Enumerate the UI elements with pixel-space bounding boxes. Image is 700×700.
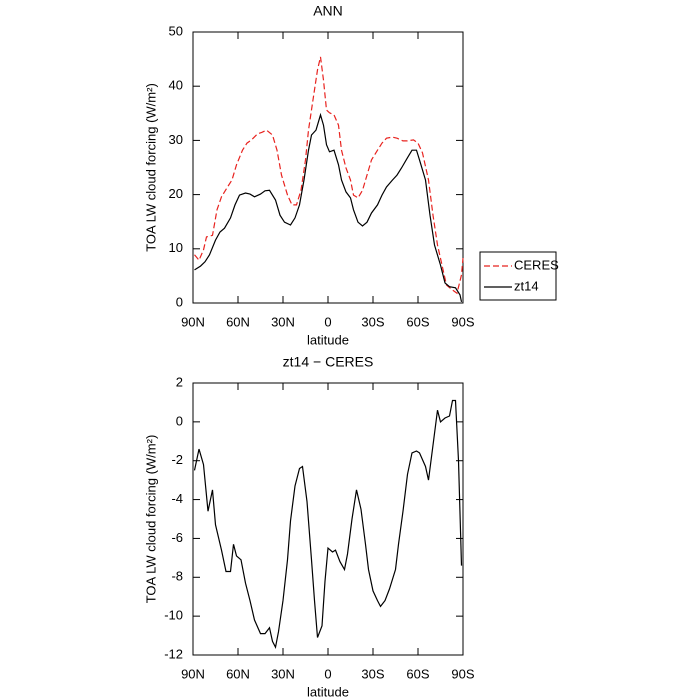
y-tick-label: 20: [169, 186, 183, 201]
y-tick-label: -2: [171, 452, 183, 467]
y-axis-label: TOA LW cloud forcing (W/m²): [143, 83, 158, 252]
y-tick-label: 0: [176, 294, 183, 309]
x-tick-label: 60S: [406, 314, 429, 329]
x-tick-label: 0: [324, 314, 331, 329]
y-tick-label: 0: [176, 413, 183, 428]
chart-title: zt14 − CERES: [283, 354, 374, 370]
data-line: [194, 56, 464, 295]
x-tick-label: 90N: [181, 666, 205, 681]
plot-frame: [192, 382, 464, 656]
y-tick-label: 2: [176, 374, 183, 389]
x-tick-label: 60S: [406, 666, 429, 681]
y-tick-label: 40: [169, 78, 183, 93]
chart-title: ANN: [313, 3, 343, 19]
x-tick-label: 90S: [451, 314, 474, 329]
x-tick-label: 30S: [361, 314, 384, 329]
y-tick-label: -4: [171, 491, 183, 506]
plot-frame: [192, 31, 464, 304]
x-tick-label: 60N: [226, 666, 250, 681]
x-tick-label: 90S: [451, 666, 474, 681]
data-line: [194, 112, 463, 303]
x-axis-label: latitude: [307, 332, 349, 347]
x-tick-label: 30N: [271, 666, 295, 681]
y-tick-label: -6: [171, 530, 183, 545]
legend-label: CERES: [514, 257, 559, 272]
y-tick-label: 10: [169, 240, 183, 255]
x-tick-label: 90N: [181, 314, 205, 329]
y-tick-label: -12: [164, 646, 183, 661]
x-tick-label: 30N: [271, 314, 295, 329]
data-line: [193, 399, 463, 650]
y-tick-label: -10: [164, 608, 183, 623]
legend-box: [479, 251, 557, 301]
y-tick-label: 50: [169, 23, 183, 38]
y-tick-label: -8: [171, 569, 183, 584]
legend-label: zt14: [514, 278, 539, 293]
x-tick-label: 60N: [226, 314, 250, 329]
x-tick-label: 0: [324, 666, 331, 681]
y-axis-label: TOA LW cloud forcing (W/m²): [143, 435, 158, 604]
x-axis-label: latitude: [307, 684, 349, 699]
x-tick-label: 30S: [361, 666, 384, 681]
y-tick-label: 30: [169, 132, 183, 147]
